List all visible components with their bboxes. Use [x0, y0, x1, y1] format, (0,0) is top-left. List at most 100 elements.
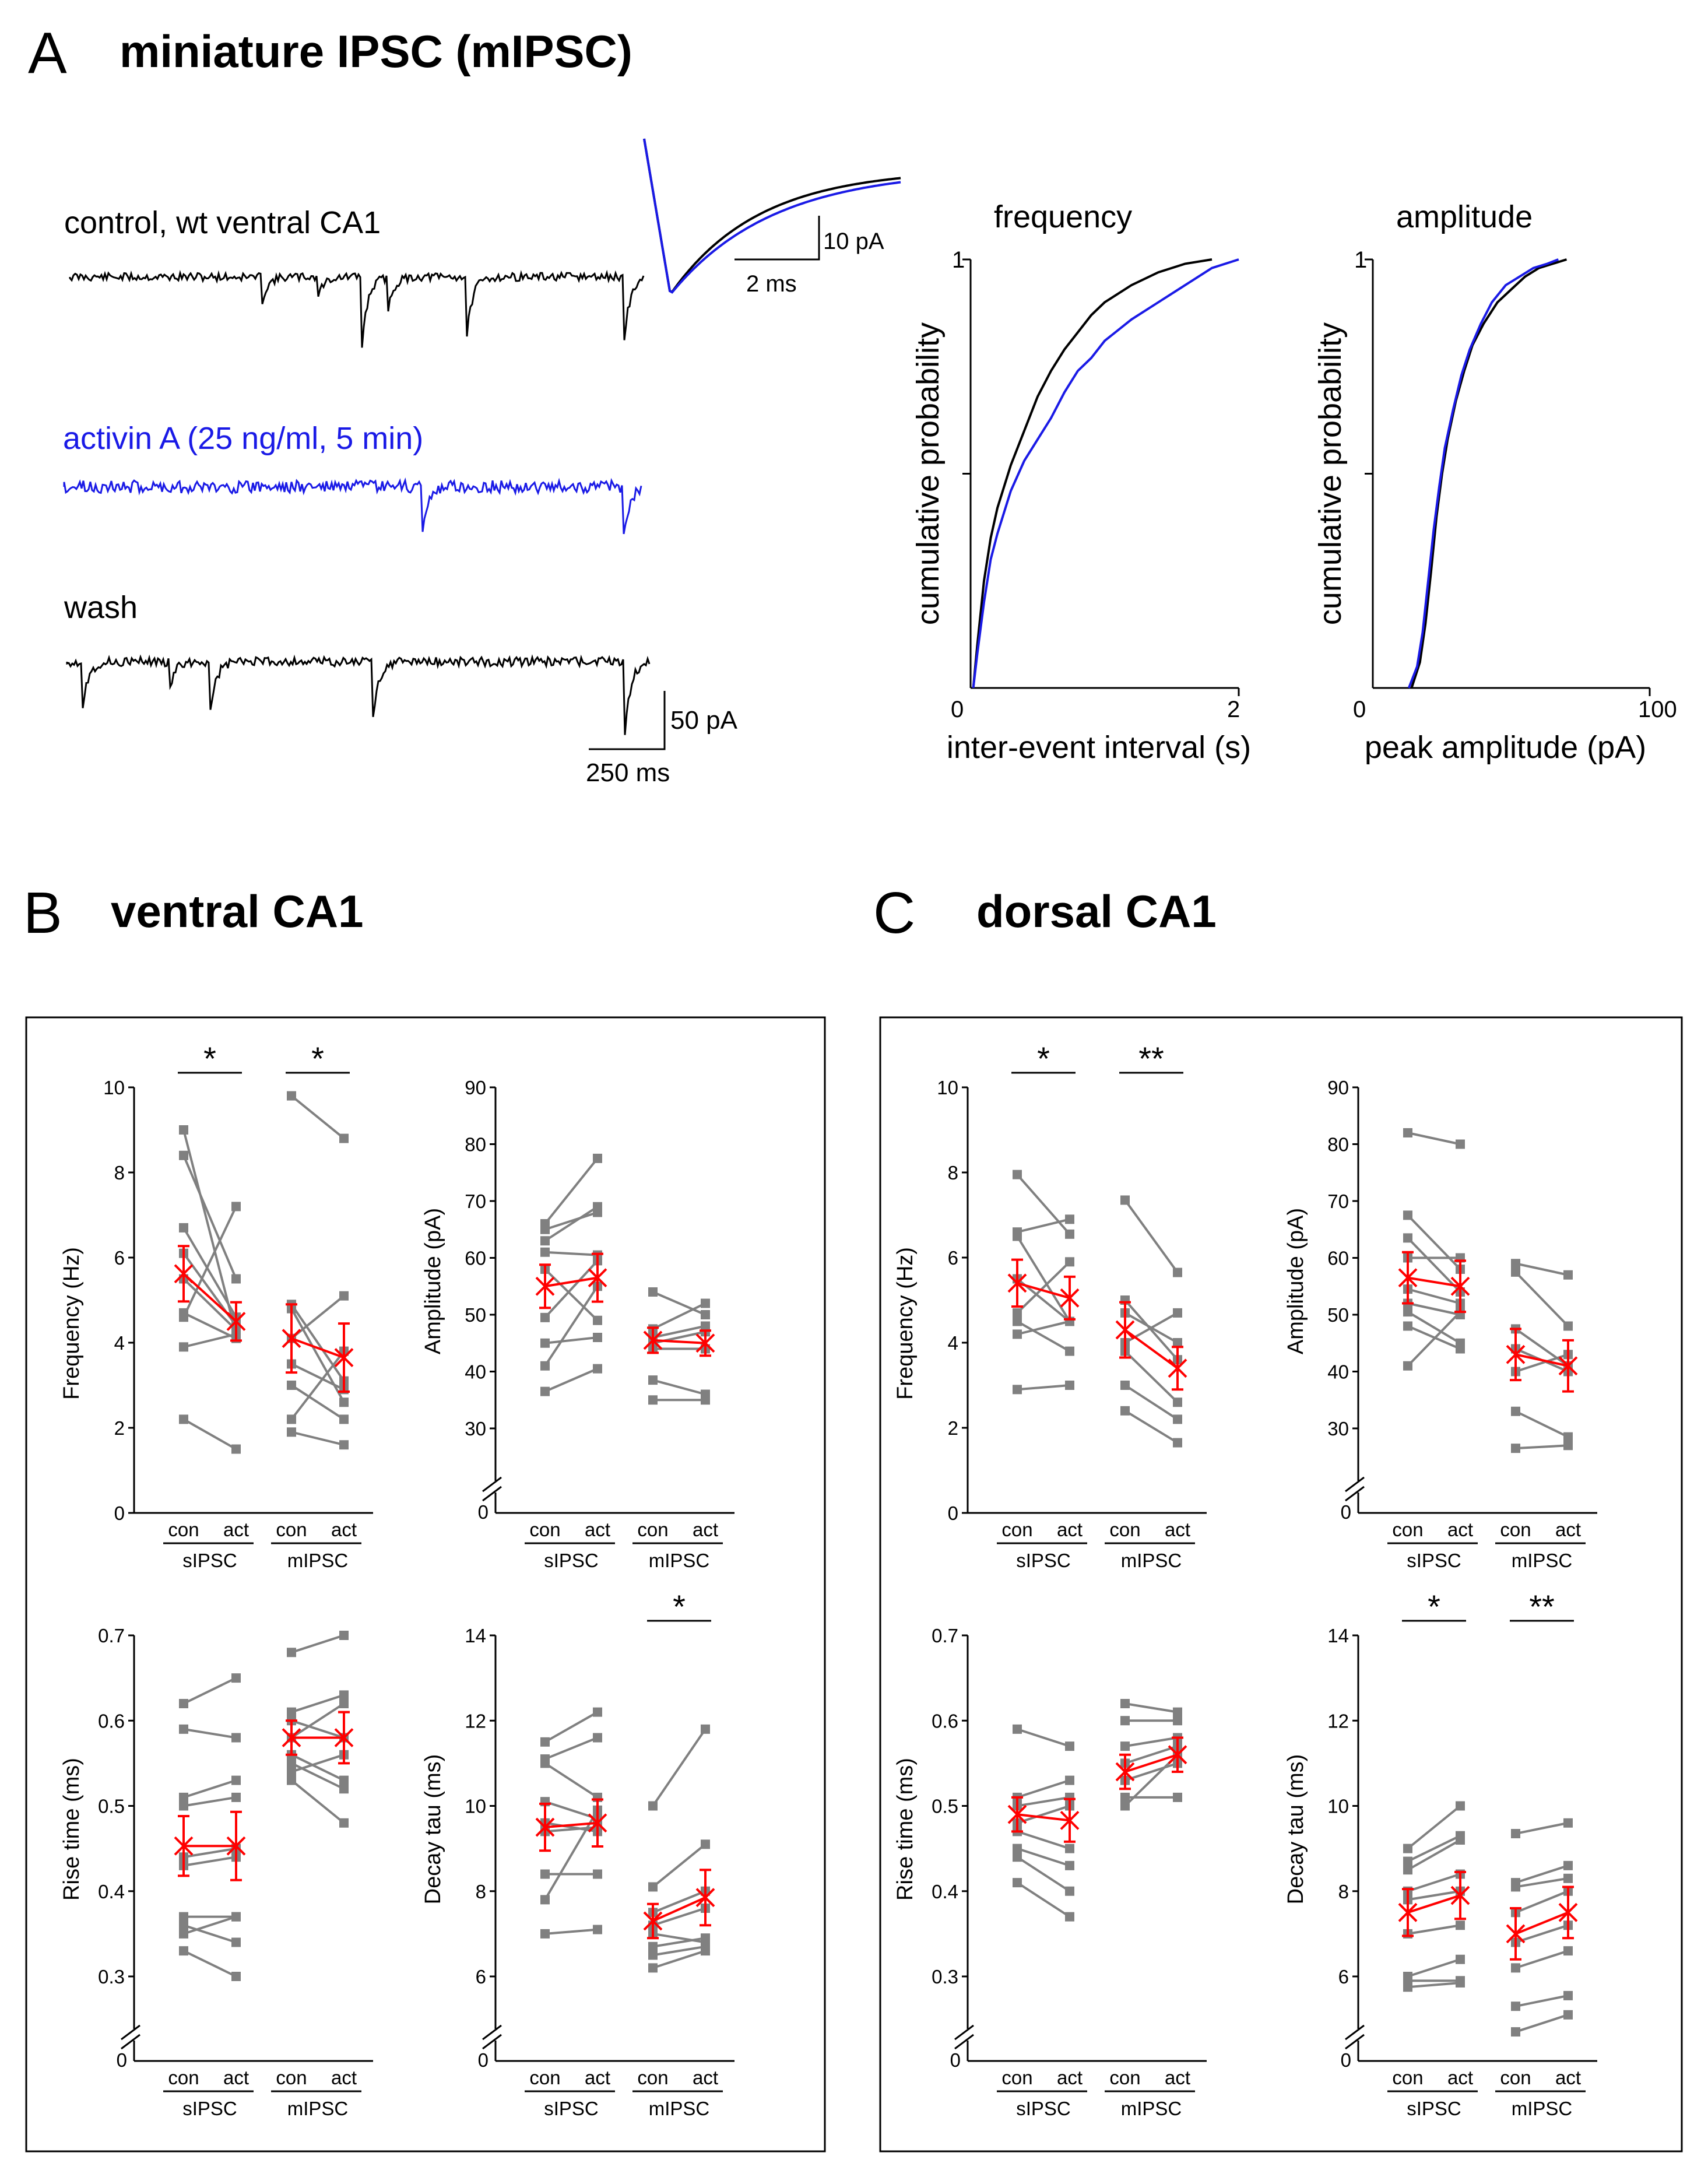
individual-point-con — [1511, 1882, 1520, 1892]
individual-pair-line — [1017, 1804, 1070, 1824]
wash-trace-label: wash — [64, 590, 138, 625]
x-tick-label: con — [168, 1519, 199, 1540]
individual-pair-line — [1017, 1320, 1070, 1353]
y-tick-label: 12 — [465, 1710, 486, 1732]
individual-pair-line — [291, 1753, 345, 1773]
individual-pair-line — [1515, 1950, 1569, 1969]
individual-pair-line — [652, 1950, 706, 1969]
y-tick-label: 30 — [465, 1418, 486, 1439]
y-axis-label: Rise time (ms) — [893, 1758, 918, 1901]
plot-title: frequency — [994, 199, 1132, 234]
mean-marker — [282, 1728, 301, 1747]
individual-point-act — [1173, 1438, 1182, 1448]
x-tick-label: con — [1500, 2067, 1531, 2088]
mean-marker — [174, 1264, 194, 1284]
individual-point-act — [339, 1690, 349, 1700]
plot-title: amplitude — [1396, 199, 1533, 234]
x-tick-label: con — [637, 2067, 668, 2088]
axis-break — [482, 2034, 502, 2050]
individual-pair-line — [182, 1227, 237, 1318]
mean-marker — [226, 1836, 246, 1856]
y-tick-label: 1 — [1354, 247, 1367, 273]
individual-pair-line — [544, 1826, 598, 1833]
individual-point-act — [1065, 1860, 1074, 1870]
individual-pair-line — [291, 1753, 345, 1782]
individual-point-con — [648, 1801, 658, 1811]
individual-point-con — [540, 1737, 550, 1747]
mean-line — [1515, 1353, 1569, 1367]
individual-point-act — [231, 1912, 241, 1922]
individual-pair-line — [1515, 1821, 1569, 1835]
y-tick-label-zero: 0 — [1341, 2049, 1351, 2071]
mean-marker — [695, 1333, 715, 1353]
amplitude-cdf-plot: 1 0 100 amplitude peak amplitude (pA) cumulat… — [1313, 199, 1677, 765]
individual-point-con — [287, 1648, 296, 1658]
individual-point-con — [540, 1386, 550, 1396]
individual-pair-line — [1407, 1132, 1461, 1146]
main-scale-x-label: 250 ms — [586, 759, 670, 787]
mean-marker — [1558, 1902, 1578, 1922]
individual-pair-line — [290, 1295, 345, 1340]
control-trace — [69, 269, 645, 348]
y-tick-label: 0.4 — [932, 1881, 958, 1902]
individual-point-act — [701, 1298, 710, 1308]
y-tick-label: 80 — [1327, 1134, 1349, 1156]
y-axis-label: Amplitude (pA) — [1284, 1208, 1308, 1354]
y-tick-label: 40 — [1327, 1361, 1349, 1383]
y-tick-label: 80 — [465, 1134, 486, 1156]
group-label: sIPSC — [544, 2098, 599, 2119]
individual-pair-line — [291, 1719, 345, 1739]
y-tick-label: 0.3 — [98, 1966, 125, 1988]
individual-point-act — [1065, 1381, 1074, 1390]
individual-pair-line — [1017, 1779, 1070, 1799]
individual-pair-line — [652, 1291, 706, 1316]
individual-pair-line — [1515, 1262, 1569, 1276]
individual-point-act — [1173, 1397, 1182, 1407]
individual-pair-line — [652, 1325, 706, 1339]
axis-break — [954, 2024, 974, 2041]
individual-pair-line — [1017, 1320, 1070, 1336]
individual-point-act — [1065, 1886, 1074, 1896]
mean-marker — [1115, 1320, 1135, 1340]
individual-point-act — [339, 1133, 349, 1143]
mean-marker — [1506, 1924, 1526, 1944]
x-axis-label: peak amplitude (pA) — [1365, 730, 1646, 765]
significance-marker: * — [1428, 1588, 1440, 1625]
individual-point-con — [648, 1395, 658, 1405]
x-tick-label: act — [1057, 1519, 1083, 1540]
individual-pair-line — [1124, 1384, 1179, 1421]
individual-pair-line — [1515, 1877, 1569, 1888]
individual-pair-line — [1407, 1890, 1461, 1901]
individual-pair-line — [290, 1350, 345, 1420]
individual-pair-line — [1407, 1288, 1461, 1305]
individual-pair-line — [1016, 1881, 1071, 1918]
panel-a-letter: A — [28, 20, 67, 86]
mean-marker — [643, 1330, 663, 1350]
mean-line — [1407, 1894, 1461, 1914]
axis-break — [1345, 1476, 1365, 1493]
mean-marker — [1558, 1356, 1578, 1376]
x-tick-label: act — [1555, 1519, 1581, 1540]
individual-point-act — [339, 1699, 349, 1708]
y-tick-label: 14 — [465, 1625, 486, 1646]
x-tick-label: act — [1555, 2067, 1581, 2088]
individual-pair-line — [183, 1677, 237, 1705]
individual-pair-line — [1017, 1218, 1070, 1234]
individual-point-con — [179, 1414, 188, 1424]
group-label: sIPSC — [182, 1550, 237, 1571]
individual-point-act — [231, 1733, 241, 1743]
group-label: sIPSC — [1016, 1550, 1071, 1571]
individual-point-act — [339, 1631, 349, 1640]
group-label: mIPSC — [287, 1550, 349, 1571]
individual-point-con — [540, 1224, 550, 1234]
individual-point-act — [231, 1274, 241, 1284]
individual-pair-line — [290, 1095, 345, 1140]
individual-pair-line — [1515, 1864, 1569, 1884]
individual-pair-line — [290, 1304, 345, 1382]
individual-point-act — [1173, 1707, 1182, 1717]
x-tick-label: act — [1165, 1519, 1190, 1540]
individual-point-con — [1403, 1128, 1412, 1137]
individual-point-act — [1563, 1946, 1573, 1956]
individual-pair-line — [1017, 1830, 1070, 1850]
plot-B_amp: 0 30 40 50 60 70 80 90 Amplitude (pA) con act con ac… — [421, 1077, 734, 1571]
